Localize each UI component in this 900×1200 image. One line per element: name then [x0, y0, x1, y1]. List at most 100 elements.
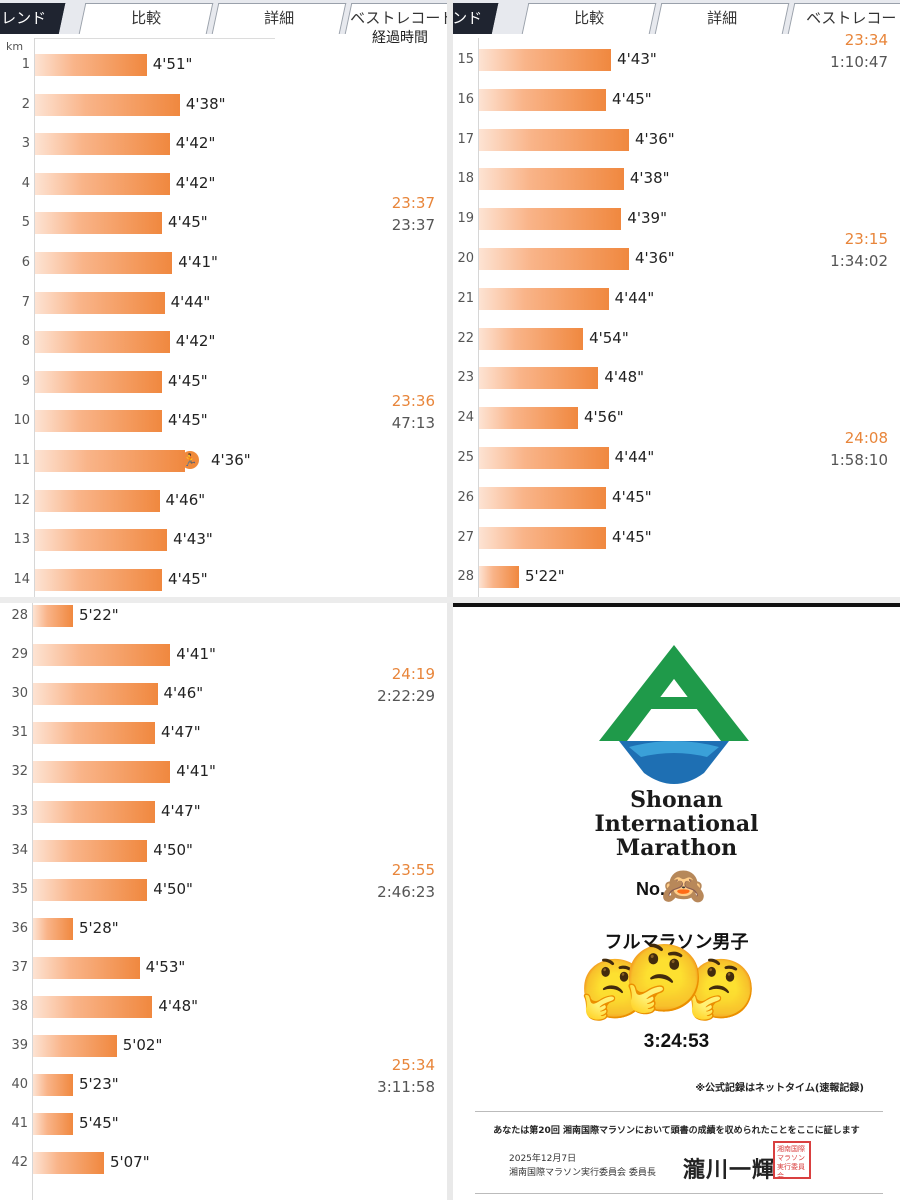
pace-bar	[33, 1035, 117, 1058]
split-lap-time: 23:34	[844, 31, 888, 49]
pace-bar	[33, 996, 153, 1018]
pace-value: 4'44"	[170, 292, 211, 311]
pace-value: 4'39"	[627, 209, 667, 228]
pace-value: 5'23"	[79, 1075, 119, 1094]
finisher-certificate: Shonan International Marathon No. 🙈 フルマラ…	[453, 603, 900, 1200]
pace-bar	[479, 287, 609, 310]
tab-detail-2-label: 詳細	[707, 9, 738, 27]
km-label: 6	[21, 255, 30, 270]
tab-best-record-2[interactable]: ベストレコー	[787, 3, 900, 34]
km-label: 3	[21, 136, 30, 152]
pace-bar	[35, 489, 160, 512]
pace-value: 4'47"	[160, 801, 201, 820]
pace-bar	[35, 291, 165, 314]
km-label: 28	[457, 569, 474, 585]
pace-bar	[479, 367, 599, 390]
pace-bar	[33, 956, 140, 979]
pace-bar	[479, 566, 519, 589]
pace-value: 4'46"	[163, 684, 204, 703]
pace-bar	[479, 49, 612, 71]
km-label: 20	[457, 251, 474, 266]
pace-bar	[35, 370, 163, 393]
tab-detail[interactable]: 詳細	[211, 3, 347, 34]
pace-bar	[35, 172, 170, 195]
pace-bar	[33, 722, 155, 745]
pace-value: 4'53"	[145, 957, 186, 976]
tab-trend-label: レンド	[1, 9, 47, 27]
km-label: 4	[21, 175, 30, 191]
pace-value: 4'36"	[635, 129, 675, 148]
km-label: 42	[11, 1155, 28, 1171]
elapsed-time-header: 経過時間	[372, 30, 428, 46]
tab-trend-2[interactable]: ンド	[453, 3, 499, 34]
km-label: 39	[11, 1038, 28, 1054]
km-label: 11	[13, 453, 30, 468]
pace-value: 4'54"	[589, 328, 629, 347]
split-lap-time: 24:19	[391, 665, 435, 684]
pace-bar	[35, 529, 168, 552]
split-total-time: 1:10:47	[830, 53, 888, 71]
pace-bar	[479, 407, 578, 430]
split-total-time: 47:13	[391, 414, 435, 433]
pace-bar	[35, 331, 170, 354]
pace-bar	[35, 133, 170, 156]
pace-value: 4'38"	[629, 169, 670, 188]
km-label: 27	[457, 529, 474, 545]
shonan-marathon-logo	[599, 645, 749, 784]
tab-detail-2[interactable]: 詳細	[654, 3, 790, 34]
km-label: 36	[11, 920, 28, 936]
tab-compare[interactable]: 比較	[78, 3, 214, 34]
pace-bar	[33, 761, 171, 784]
km-label: 8	[21, 334, 30, 350]
pace-value: 5'45"	[79, 1114, 119, 1133]
split-panel-1: レンド 比較 詳細 ベストレコード km 経過時間 🏃 1 4'51" 2 4'38"…	[0, 0, 447, 597]
km-label: 21	[457, 290, 474, 306]
pace-bar	[479, 447, 609, 469]
pace-bar	[479, 168, 624, 191]
pace-value: 4'48"	[158, 997, 199, 1015]
pace-bar	[33, 878, 148, 901]
certificate-committee: 湘南国際マラソン実行委員会 委員長	[509, 1168, 656, 1178]
pace-value: 4'43"	[173, 530, 213, 549]
pace-value: 4'38"	[185, 94, 226, 113]
pace-bar	[479, 486, 607, 509]
km-label: 14	[13, 571, 30, 587]
km-label: 37	[11, 959, 28, 975]
pace-value: 4'56"	[584, 408, 624, 427]
km-label: 33	[11, 803, 28, 819]
split-total-time: 1:34:02	[830, 252, 888, 270]
km-label: 32	[11, 764, 28, 780]
split-lap-time: 25:34	[391, 1056, 435, 1075]
tab-compare-label: 比較	[131, 9, 162, 27]
pace-value: 4'41"	[176, 645, 216, 664]
tab-trend-2-label: ンド	[453, 9, 483, 27]
km-label: 10	[13, 413, 30, 429]
km-label: 1	[21, 57, 30, 72]
pace-value: 4'45"	[168, 411, 208, 430]
pace-value: 4'45"	[612, 487, 652, 506]
split-total-time: 2:22:29	[377, 687, 435, 706]
pace-value: 4'36"	[635, 249, 675, 267]
certificate-statement: あなたは第20回 湘南国際マラソンにおいて頭書の成績を収められたことをここに証し…	[493, 1126, 860, 1136]
pace-bar	[35, 568, 163, 591]
split-lap-time: 23:37	[391, 194, 435, 213]
thinking-face-icon-left: 🤔	[579, 955, 652, 1023]
pace-value: 5'22"	[525, 567, 565, 586]
pace-value: 4'41"	[176, 762, 216, 781]
km-label: 17	[457, 131, 474, 147]
certificate-rule-top	[475, 1111, 883, 1112]
org-name-line2: International	[594, 811, 759, 837]
tab-bar-2: ンド 比較 詳細 ベストレコー	[453, 0, 900, 34]
split-panel-2: ンド 比較 詳細 ベストレコー 15 4'43" 16 4'45" 17 4'36" 18 4…	[453, 0, 900, 597]
km-label: 30	[11, 686, 28, 702]
official-record-note: ※公式記録はネットタイム(速報記録)	[695, 1083, 864, 1094]
km-label: 7	[21, 294, 30, 310]
bib-number-label: No.	[636, 879, 665, 899]
pace-value: 4'42"	[175, 332, 216, 351]
pace-bar	[33, 644, 171, 667]
tab-compare-2[interactable]: 比較	[521, 3, 657, 34]
tab-compare-2-label: 比較	[574, 9, 605, 27]
tab-trend[interactable]: レンド	[0, 3, 66, 34]
certificate-rule-bottom	[475, 1193, 883, 1194]
pace-bar	[33, 839, 148, 862]
